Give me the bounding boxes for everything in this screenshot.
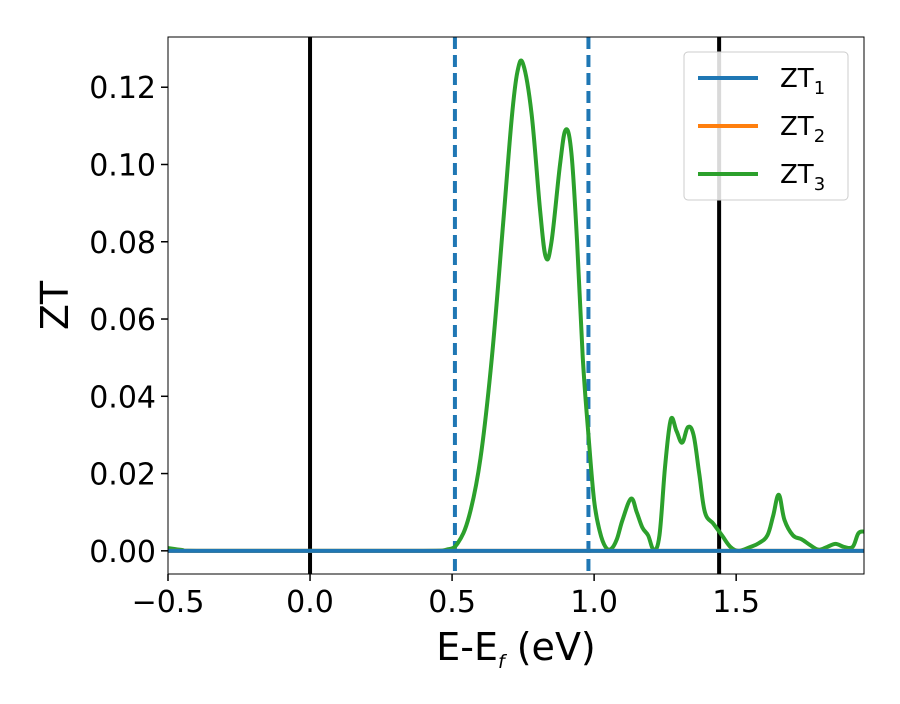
y-tick-label: 0.12 — [89, 71, 156, 106]
x-axis-label-unit: (eV) — [505, 625, 596, 669]
x-axis-label-subscript: f — [498, 651, 508, 673]
x-axis-label-main: E-E — [436, 625, 498, 669]
series-lines — [168, 58, 864, 553]
legend-label-zt3: ZT3 — [780, 160, 825, 195]
legend-label-zt1: ZT1 — [780, 64, 825, 99]
plot-frame — [167, 36, 865, 575]
y-tick-label: 0.08 — [89, 226, 156, 261]
legend-box — [683, 51, 849, 201]
legend: ZT1 ZT2 ZT3 — [683, 51, 849, 201]
vertical-reference-lines — [308, 37, 722, 574]
y-tick-label: 0.02 — [89, 458, 156, 493]
y-tick-label: 0.04 — [89, 380, 156, 415]
y-tick-label: 0.10 — [89, 148, 156, 183]
y-axis-ticks: 0.00 0.02 0.04 0.06 0.08 0.10 0.12 — [89, 71, 168, 570]
x-axis-ticks: −0.5 0.0 0.5 1.0 1.5 — [132, 574, 760, 620]
legend-label-zt2: ZT2 — [780, 112, 825, 147]
x-axis-label: E-Ef (eV) — [436, 625, 596, 673]
x-tick-label: −0.5 — [132, 585, 205, 620]
x-tick-label: 0.5 — [428, 585, 476, 620]
x-tick-label: 1.5 — [712, 585, 760, 620]
x-tick-label: 1.0 — [570, 585, 618, 620]
y-axis-label: ZT — [33, 280, 77, 330]
series-line-zt3 — [168, 58, 864, 553]
y-tick-label: 0.00 — [89, 535, 156, 570]
x-tick-label: 0.0 — [286, 585, 334, 620]
y-tick-label: 0.06 — [89, 303, 156, 338]
